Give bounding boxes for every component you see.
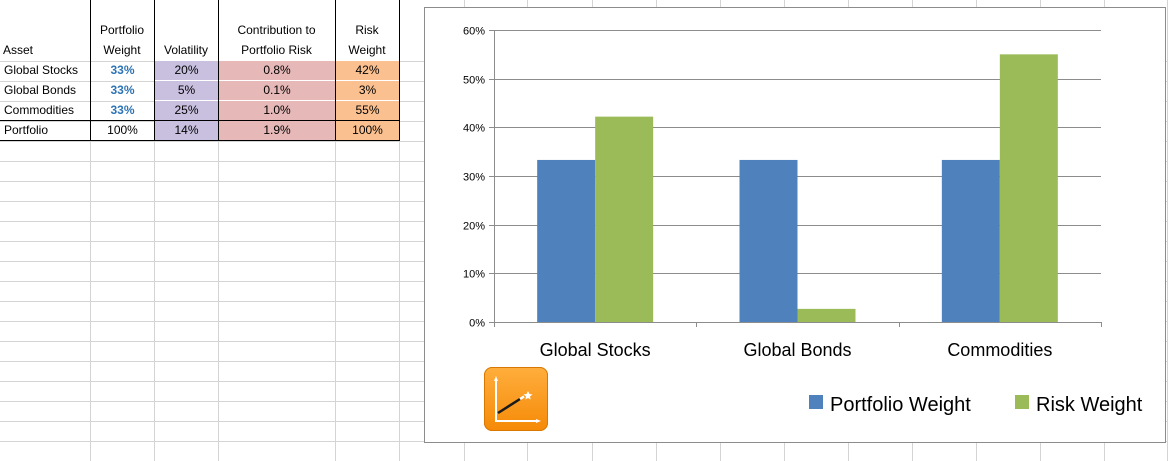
- bar-portfolio-weight-commodities: [941, 159, 1000, 322]
- row-1-weight-value: 33%: [110, 83, 135, 97]
- total-row-risk-weight-value: 100%: [352, 123, 383, 137]
- row-0-asset-cell[interactable]: Global Stocks: [1, 61, 90, 80]
- total-row-volatility-value: 14%: [174, 123, 199, 137]
- row-1-contribution-cell[interactable]: 0.1%: [219, 81, 335, 100]
- row-0-volatility-value: 20%: [174, 63, 199, 77]
- row-2-asset-value: Commodities: [4, 103, 75, 117]
- row-2-weight-cell[interactable]: 33%: [91, 101, 154, 120]
- header-portfolio-weight-line1: Portfolio: [99, 23, 145, 37]
- table-border-weight-left: [90, 0, 91, 140]
- header-volatility-label: Volatility: [163, 43, 209, 57]
- bar-chart[interactable]: 0% 10% 20% 30% 40% 50% 60% Global Stocks Global …: [424, 7, 1166, 443]
- row-2-risk-weight-value: 55%: [355, 103, 380, 117]
- table-border-bottom: [0, 140, 400, 141]
- header-asset[interactable]: Asset: [0, 0, 90, 61]
- header-risk-weight-line1: Risk: [355, 23, 379, 37]
- y-tick-label: 30%: [463, 172, 485, 184]
- row-2-contribution-value: 1.0%: [263, 103, 291, 117]
- total-row-risk-weight-cell[interactable]: 100%: [336, 121, 399, 140]
- header-volatility[interactable]: Volatility: [154, 0, 218, 61]
- y-tick-label: 0%: [469, 318, 485, 330]
- row-2-volatility-value: 25%: [174, 103, 199, 117]
- header-portfolio-weight[interactable]: Portfolio Weight: [90, 0, 154, 61]
- header-contribution-line2: Portfolio Risk: [241, 43, 312, 57]
- bar-risk-weight-global-bonds: [797, 308, 856, 322]
- row-2-contribution-cell[interactable]: 1.0%: [219, 101, 335, 120]
- bar-chart-svg: 0% 10% 20% 30% 40% 50% 60% Global Stocks Global …: [463, 26, 1143, 417]
- row-0-volatility-cell[interactable]: 20%: [155, 61, 218, 80]
- y-tick-label: 20%: [463, 221, 485, 233]
- row-0-contribution-cell[interactable]: 0.8%: [219, 61, 335, 80]
- row-0-asset-value: Global Stocks: [4, 63, 79, 77]
- row-1-volatility-cell[interactable]: 5%: [155, 81, 218, 100]
- total-row-weight-value: 100%: [107, 123, 138, 137]
- total-row-contribution-value: 1.9%: [263, 123, 291, 137]
- header-contribution[interactable]: Contribution to Portfolio Risk: [218, 0, 335, 61]
- header-risk-weight[interactable]: Risk Weight: [335, 0, 399, 61]
- row-2-volatility-cell[interactable]: 25%: [155, 101, 218, 120]
- legend-swatch-portfolio-weight: [809, 395, 823, 409]
- x-category-label: Global Stocks: [540, 340, 651, 360]
- header-portfolio-weight-line2: Weight: [103, 43, 141, 57]
- row-1-asset-cell[interactable]: Global Bonds: [1, 81, 90, 100]
- x-category-label: Global Bonds: [743, 340, 851, 360]
- row-2-risk-weight-cell[interactable]: 55%: [336, 101, 399, 120]
- y-tick-label: 40%: [463, 123, 485, 135]
- bar-portfolio-weight-global-bonds: [739, 159, 798, 322]
- table-border-contribution-left: [218, 0, 219, 140]
- table-border-right: [399, 0, 400, 140]
- row-2-weight-value: 33%: [110, 103, 135, 117]
- row-1-weight-cell[interactable]: 33%: [91, 81, 154, 100]
- total-row-weight-cell[interactable]: 100%: [91, 121, 154, 140]
- bar-risk-weight-commodities: [999, 54, 1058, 322]
- y-tick-label: 10%: [463, 269, 485, 281]
- row-1-risk-weight-value: 3%: [358, 83, 377, 97]
- row-1-volatility-value: 5%: [177, 83, 196, 97]
- header-contribution-line1: Contribution to: [237, 23, 316, 37]
- row-0-weight-value: 33%: [110, 63, 135, 77]
- chart-wand-icon: [494, 376, 541, 423]
- total-row-contribution-cell[interactable]: 1.9%: [219, 121, 335, 140]
- total-row-volatility-cell[interactable]: 14%: [155, 121, 218, 140]
- row-0-weight-cell[interactable]: 33%: [91, 61, 154, 80]
- legend-label-portfolio-weight: Portfolio Weight: [830, 394, 971, 416]
- table-border-risk-left: [335, 0, 336, 140]
- x-category-label: Commodities: [947, 340, 1052, 360]
- header-asset-label: Asset: [3, 43, 34, 57]
- bar-portfolio-weight-global-stocks: [537, 159, 596, 322]
- legend-label-risk-weight: Risk Weight: [1036, 394, 1143, 416]
- total-row-asset-value: Portfolio: [4, 123, 49, 137]
- row-2-asset-cell[interactable]: Commodities: [1, 101, 90, 120]
- row-0-risk-weight-cell[interactable]: 42%: [336, 61, 399, 80]
- header-risk-weight-line2: Weight: [348, 43, 386, 57]
- row-0-contribution-value: 0.8%: [263, 63, 291, 77]
- y-tick-label: 50%: [463, 75, 485, 87]
- total-row-asset-cell[interactable]: Portfolio: [1, 121, 90, 140]
- row-1-asset-value: Global Bonds: [4, 83, 77, 97]
- bar-risk-weight-global-stocks: [595, 116, 654, 322]
- legend-swatch-risk-weight: [1015, 395, 1029, 409]
- row-0-risk-weight-value: 42%: [355, 63, 380, 77]
- y-tick-label: 60%: [463, 26, 485, 38]
- row-1-risk-weight-cell[interactable]: 3%: [336, 81, 399, 100]
- row-1-contribution-value: 0.1%: [263, 83, 291, 97]
- chart-addin-logo[interactable]: [484, 367, 548, 431]
- table-border-total-top: [0, 120, 400, 121]
- table-border-volatility-left: [154, 0, 155, 140]
